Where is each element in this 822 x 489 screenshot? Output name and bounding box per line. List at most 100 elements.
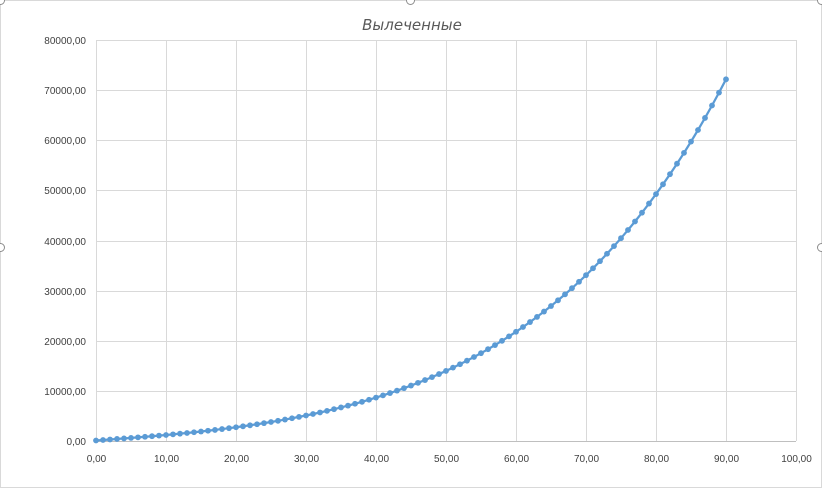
data-point[interactable]	[156, 432, 162, 439]
data-point[interactable]	[282, 416, 288, 423]
data-point[interactable]	[611, 243, 617, 250]
data-point[interactable]	[373, 394, 379, 401]
data-point[interactable]	[478, 350, 484, 357]
data-point[interactable]	[170, 431, 176, 438]
data-point[interactable]	[261, 420, 267, 427]
data-point[interactable]	[576, 278, 582, 285]
data-point[interactable]	[562, 291, 568, 298]
data-point[interactable]	[219, 426, 225, 432]
data-point[interactable]	[366, 396, 372, 403]
data-point[interactable]	[653, 191, 659, 198]
data-point[interactable]	[310, 411, 316, 417]
data-point[interactable]	[709, 102, 715, 109]
data-point[interactable]	[149, 433, 155, 440]
data-point[interactable]	[471, 354, 477, 360]
data-point[interactable]	[177, 430, 183, 437]
data-point[interactable]	[240, 423, 246, 430]
data-point[interactable]	[723, 76, 729, 83]
data-point[interactable]	[548, 303, 554, 309]
data-point[interactable]	[352, 400, 358, 407]
data-point[interactable]	[527, 319, 533, 325]
data-point[interactable]	[597, 258, 603, 265]
data-point[interactable]	[632, 218, 638, 225]
data-point[interactable]	[569, 285, 575, 292]
data-point[interactable]	[639, 209, 645, 216]
data-point[interactable]	[429, 374, 435, 381]
data-point[interactable]	[142, 433, 148, 440]
data-point[interactable]	[163, 432, 169, 438]
data-point[interactable]	[695, 127, 701, 133]
data-point[interactable]	[226, 425, 232, 432]
data-point[interactable]	[247, 422, 253, 429]
data-point[interactable]	[394, 387, 400, 394]
data-point[interactable]	[534, 314, 540, 320]
data-point[interactable]	[121, 435, 127, 442]
data-point[interactable]	[450, 364, 456, 371]
data-point[interactable]	[135, 434, 141, 441]
data-point[interactable]	[212, 427, 218, 433]
data-point[interactable]	[268, 419, 274, 425]
data-point[interactable]	[198, 428, 204, 435]
data-point[interactable]	[401, 385, 407, 392]
data-point[interactable]	[688, 138, 694, 145]
data-point[interactable]	[464, 357, 470, 364]
data-point[interactable]	[289, 415, 295, 422]
data-point[interactable]	[317, 409, 323, 416]
data-point[interactable]	[338, 404, 344, 411]
data-point[interactable]	[667, 171, 673, 178]
data-point[interactable]	[590, 265, 596, 272]
data-point[interactable]	[303, 412, 309, 419]
data-point[interactable]	[716, 89, 722, 96]
data-point[interactable]	[436, 371, 442, 377]
data-point[interactable]	[114, 436, 120, 442]
data-point[interactable]	[681, 149, 687, 156]
data-point[interactable]	[331, 406, 337, 413]
data-point[interactable]	[296, 414, 302, 420]
data-point[interactable]	[128, 435, 134, 441]
data-point[interactable]	[387, 390, 393, 396]
data-point[interactable]	[380, 392, 386, 399]
data-point[interactable]	[205, 427, 211, 434]
data-point[interactable]	[513, 328, 519, 335]
data-point[interactable]	[359, 398, 365, 405]
x-tick-label: 0,00	[87, 454, 107, 465]
data-point[interactable]	[625, 227, 631, 233]
data-point[interactable]	[254, 421, 260, 428]
data-point[interactable]	[107, 436, 113, 443]
data-point[interactable]	[555, 297, 561, 304]
x-tick-label: 30,00	[294, 454, 319, 465]
data-point[interactable]	[275, 417, 281, 424]
data-point[interactable]	[184, 430, 190, 436]
resize-handle-top-left[interactable]	[0, 0, 5, 5]
data-point[interactable]	[93, 437, 99, 444]
data-point[interactable]	[583, 272, 589, 279]
resize-handle-middle-left[interactable]	[0, 243, 5, 252]
data-point[interactable]	[233, 424, 239, 431]
resize-handle-top-center[interactable]	[406, 0, 415, 5]
data-point[interactable]	[506, 333, 512, 340]
data-point[interactable]	[457, 361, 463, 368]
data-point[interactable]	[520, 324, 526, 330]
data-point[interactable]	[618, 235, 624, 242]
data-point[interactable]	[485, 346, 491, 353]
data-point[interactable]	[100, 437, 106, 443]
resize-handle-middle-right[interactable]	[817, 243, 822, 252]
data-point[interactable]	[674, 160, 680, 167]
data-point[interactable]	[191, 429, 197, 436]
data-point[interactable]	[499, 337, 505, 344]
data-point[interactable]	[408, 382, 414, 389]
data-point[interactable]	[324, 407, 330, 414]
data-point[interactable]	[604, 250, 610, 257]
data-point[interactable]	[345, 402, 351, 409]
resize-handle-top-right[interactable]	[817, 0, 822, 5]
data-point[interactable]	[541, 308, 547, 315]
data-point[interactable]	[492, 342, 498, 348]
data-point[interactable]	[702, 115, 708, 121]
data-point[interactable]	[660, 181, 666, 188]
data-point[interactable]	[443, 368, 449, 374]
data-point[interactable]	[415, 379, 421, 386]
data-point[interactable]	[422, 377, 428, 383]
data-point[interactable]	[646, 200, 652, 207]
